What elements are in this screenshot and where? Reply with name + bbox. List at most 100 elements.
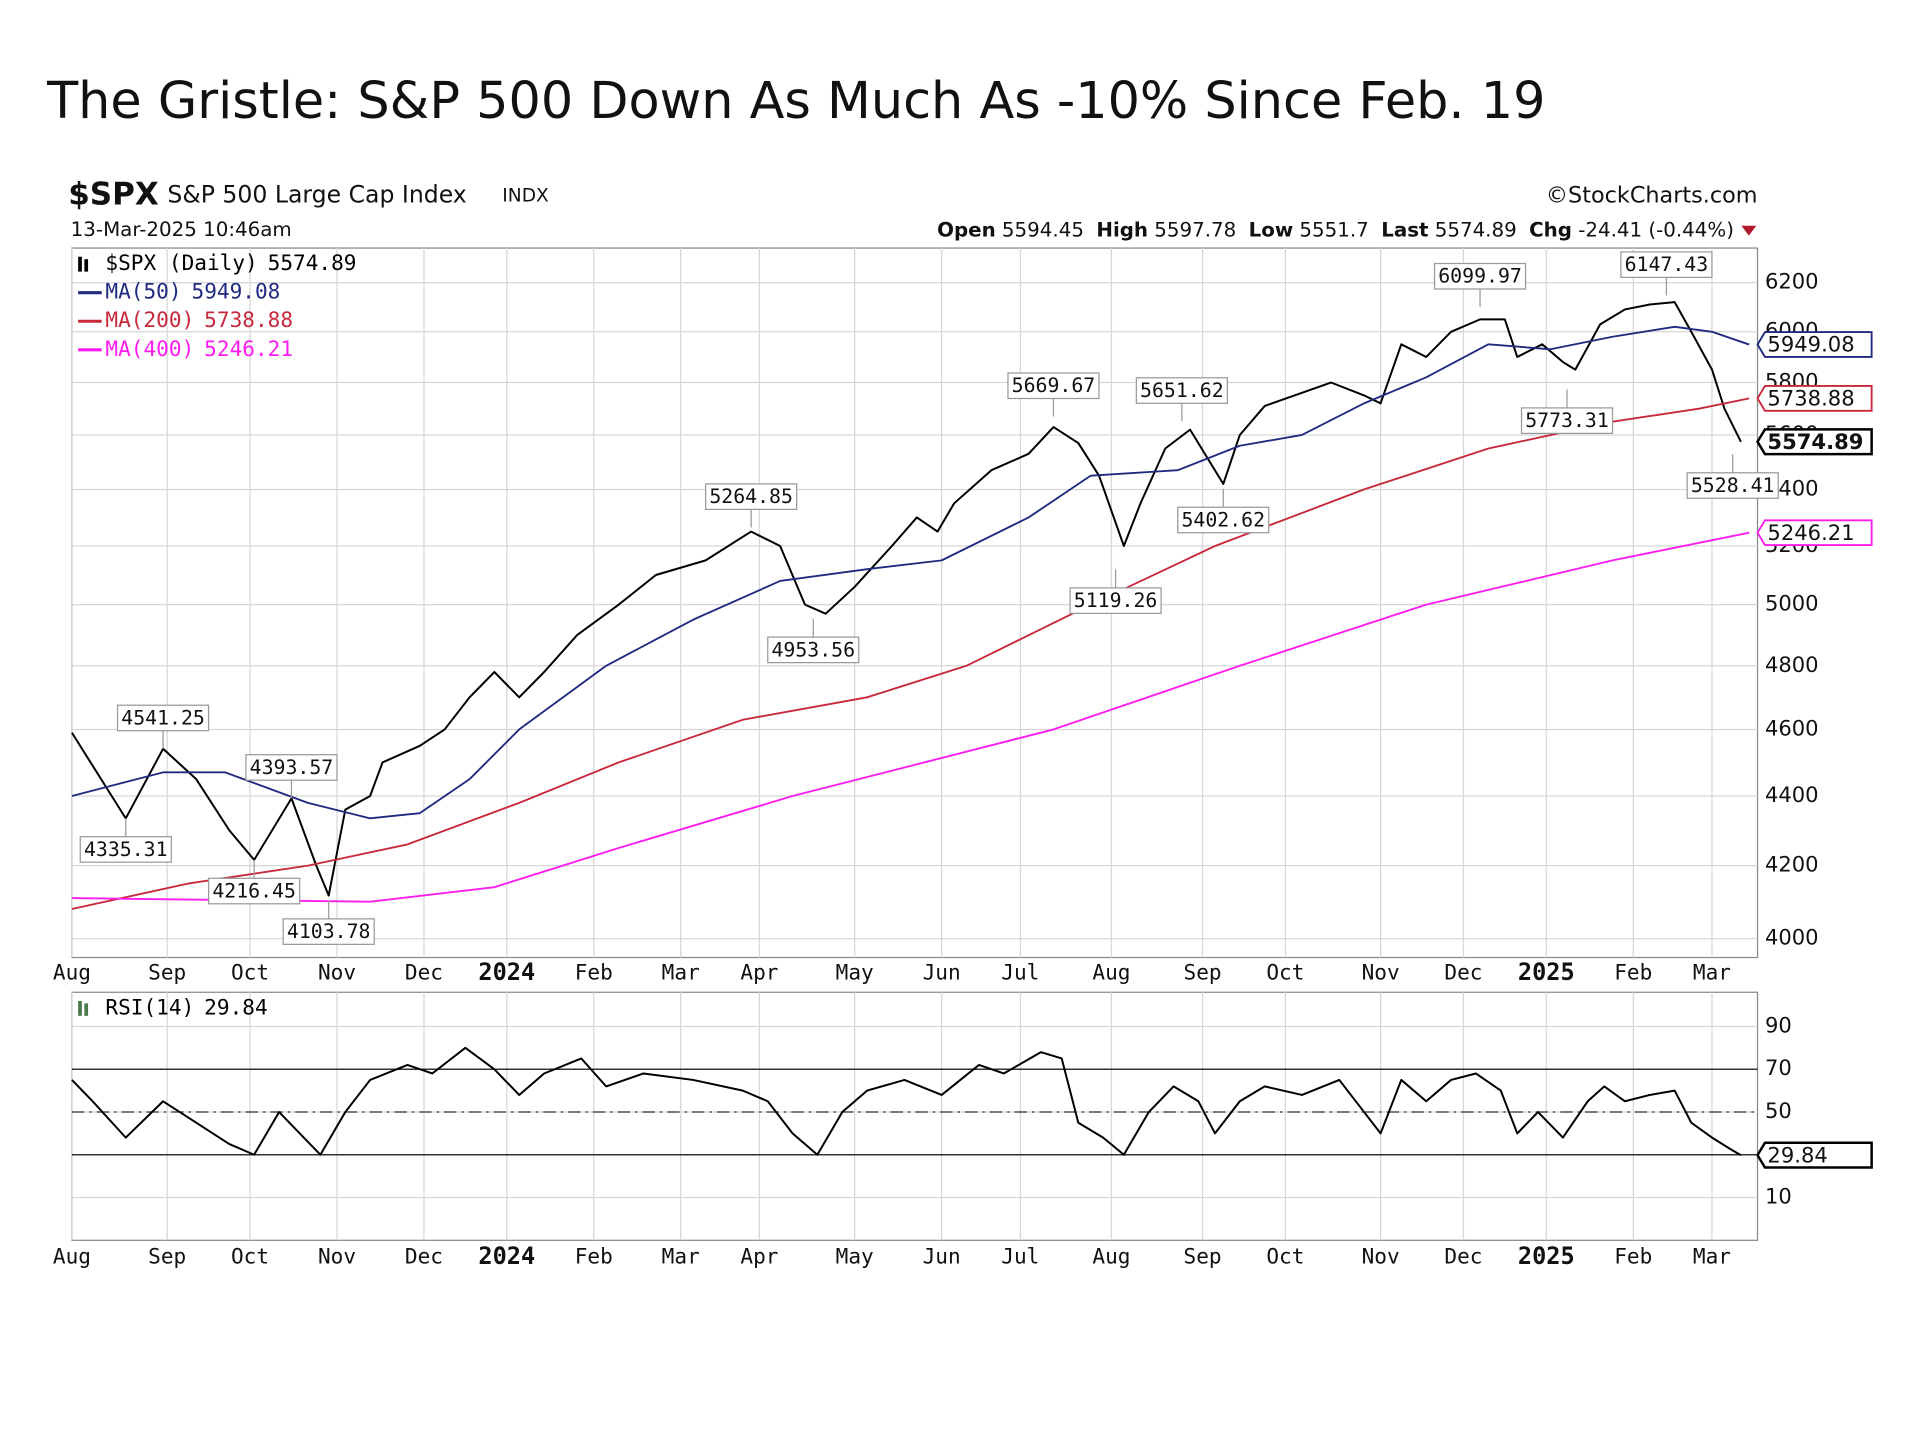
plot-area bbox=[71, 991, 1759, 1241]
legend-value: 29.84 bbox=[204, 994, 267, 1019]
tag-value: 5949.08 bbox=[1767, 332, 1854, 357]
legend-icon bbox=[78, 1000, 82, 1016]
x-tick-label: Oct bbox=[1266, 960, 1304, 985]
annotation-box bbox=[116, 704, 210, 732]
y-tick-label: 4600 bbox=[1765, 715, 1819, 740]
tag-box bbox=[1756, 385, 1873, 412]
annotation-label: 4541.25 bbox=[121, 706, 205, 729]
x-tick-label: Apr bbox=[740, 1244, 778, 1269]
quote-value: 5574.89 bbox=[1435, 218, 1517, 241]
x-tick-label: Feb bbox=[1614, 960, 1652, 985]
y-tick-label: 50 bbox=[1765, 1098, 1792, 1123]
annotation-label: 5119.26 bbox=[1074, 589, 1158, 612]
legend-icon bbox=[84, 1003, 89, 1016]
legend-entry: MA(400) 5246.21 bbox=[105, 336, 293, 361]
tag-value: 5574.89 bbox=[1767, 429, 1863, 454]
exchange: INDX bbox=[502, 185, 549, 206]
y-tick-label: 10 bbox=[1765, 1184, 1792, 1209]
legend-name: MA(50) bbox=[105, 279, 181, 304]
annotation-box bbox=[1069, 587, 1162, 614]
annotation-box bbox=[79, 836, 172, 863]
annotation-box bbox=[1007, 372, 1100, 400]
legend-name: MA(400) bbox=[105, 336, 194, 361]
tag-box bbox=[1756, 428, 1873, 456]
legend-value: 5738.88 bbox=[204, 307, 293, 332]
x-tick-label: Nov bbox=[318, 960, 356, 985]
x-tick-label: Nov bbox=[318, 1244, 356, 1269]
last-value-tag: 29.84 bbox=[1756, 1141, 1873, 1169]
symbol: $SPX bbox=[68, 176, 159, 212]
series-line bbox=[71, 1046, 1742, 1156]
source: ©StockCharts.com bbox=[1546, 182, 1758, 208]
legend-entry: RSI(14) 29.84 bbox=[105, 994, 267, 1019]
x-tick-label: Aug bbox=[53, 1244, 91, 1269]
last-value-tag: 5949.08 bbox=[1756, 331, 1873, 358]
annotation-label: 4953.56 bbox=[771, 638, 855, 661]
x-tick-label: Sep bbox=[148, 960, 186, 985]
annotation-label: 4335.31 bbox=[84, 838, 168, 861]
x-tick-label: Jul bbox=[1001, 960, 1039, 985]
x-tick-label: Oct bbox=[231, 1244, 269, 1269]
annotation-box bbox=[282, 918, 375, 945]
panel: 4000420044004600480050005200540056005800… bbox=[71, 247, 1873, 959]
annotation-box bbox=[208, 877, 301, 905]
x-tick-label: 2024 bbox=[478, 958, 535, 986]
annotation-label: 5669.67 bbox=[1012, 374, 1096, 397]
annotation-box bbox=[705, 483, 798, 510]
x-tick-label: Oct bbox=[231, 960, 269, 985]
x-tick-label: Jun bbox=[923, 960, 961, 985]
annotation-label: 4103.78 bbox=[287, 920, 371, 943]
y-tick-label: 6200 bbox=[1765, 269, 1819, 294]
x-tick-label: Nov bbox=[1362, 960, 1400, 985]
legend-entry: $SPX (Daily) 5574.89 bbox=[105, 250, 356, 275]
x-tick-label: Dec bbox=[1444, 960, 1482, 985]
x-tick-label: Aug bbox=[53, 960, 91, 985]
tag-value: 5738.88 bbox=[1767, 386, 1854, 411]
series-line bbox=[71, 325, 1750, 820]
annotation-label: 6099.97 bbox=[1438, 265, 1522, 288]
legend-icon bbox=[78, 256, 82, 272]
y-tick-label: 5000 bbox=[1765, 591, 1819, 616]
x-tick-label: Aug bbox=[1092, 1244, 1130, 1269]
annotation-label: 4393.57 bbox=[250, 756, 334, 779]
x-tick-label: 2024 bbox=[478, 1242, 535, 1270]
quote-label: High bbox=[1096, 218, 1148, 241]
y-tick-label: 4800 bbox=[1765, 652, 1819, 677]
quote-label: Last bbox=[1381, 218, 1429, 241]
x-tick-label: Mar bbox=[1693, 960, 1731, 985]
tag-box bbox=[1756, 1141, 1873, 1169]
annotation-label: 6147.43 bbox=[1625, 253, 1709, 276]
quote: Open 5594.45 High 5597.78 Low 5551.7 Last 5574.… bbox=[937, 218, 1734, 241]
plot-area bbox=[71, 247, 1759, 959]
y-tick-label: 4400 bbox=[1765, 782, 1819, 807]
y-tick-label: 70 bbox=[1765, 1055, 1792, 1080]
x-tick-label: Jun bbox=[923, 1244, 961, 1269]
quote-value: 5594.45 bbox=[1002, 218, 1084, 241]
quote-value: 5597.78 bbox=[1154, 218, 1236, 241]
x-tick-label: Nov bbox=[1362, 1244, 1400, 1269]
quote-change-pct: (-0.44%) bbox=[1648, 218, 1734, 241]
legend-value: 5949.08 bbox=[192, 279, 281, 304]
annotation-label: 5651.62 bbox=[1140, 379, 1224, 402]
x-tick-label: Apr bbox=[740, 960, 778, 985]
legend-value: 5246.21 bbox=[204, 336, 293, 361]
x-tick-label: Aug bbox=[1092, 960, 1130, 985]
quote-label: Chg bbox=[1529, 218, 1572, 241]
legend-name: RSI(14) bbox=[105, 994, 194, 1019]
legend-entry: MA(50) 5949.08 bbox=[105, 279, 280, 304]
quote-label: Low bbox=[1249, 218, 1294, 241]
quote-value: 5551.7 bbox=[1299, 218, 1368, 241]
legend-value: 5574.89 bbox=[268, 250, 357, 275]
annotation-label: 4216.45 bbox=[212, 880, 296, 903]
annotation-box bbox=[1135, 377, 1228, 404]
x-tick-label: 2025 bbox=[1518, 958, 1575, 986]
annotation-label: 5528.41 bbox=[1691, 474, 1775, 497]
x-tick-label: Feb bbox=[575, 1244, 613, 1269]
series-line bbox=[71, 397, 1750, 910]
annotation-label: 5264.85 bbox=[709, 485, 793, 508]
x-tick-label: Mar bbox=[1693, 1244, 1731, 1269]
x-tick-label: Dec bbox=[405, 960, 443, 985]
x-tick-label: May bbox=[836, 1244, 874, 1269]
tag-value: 29.84 bbox=[1767, 1142, 1827, 1167]
